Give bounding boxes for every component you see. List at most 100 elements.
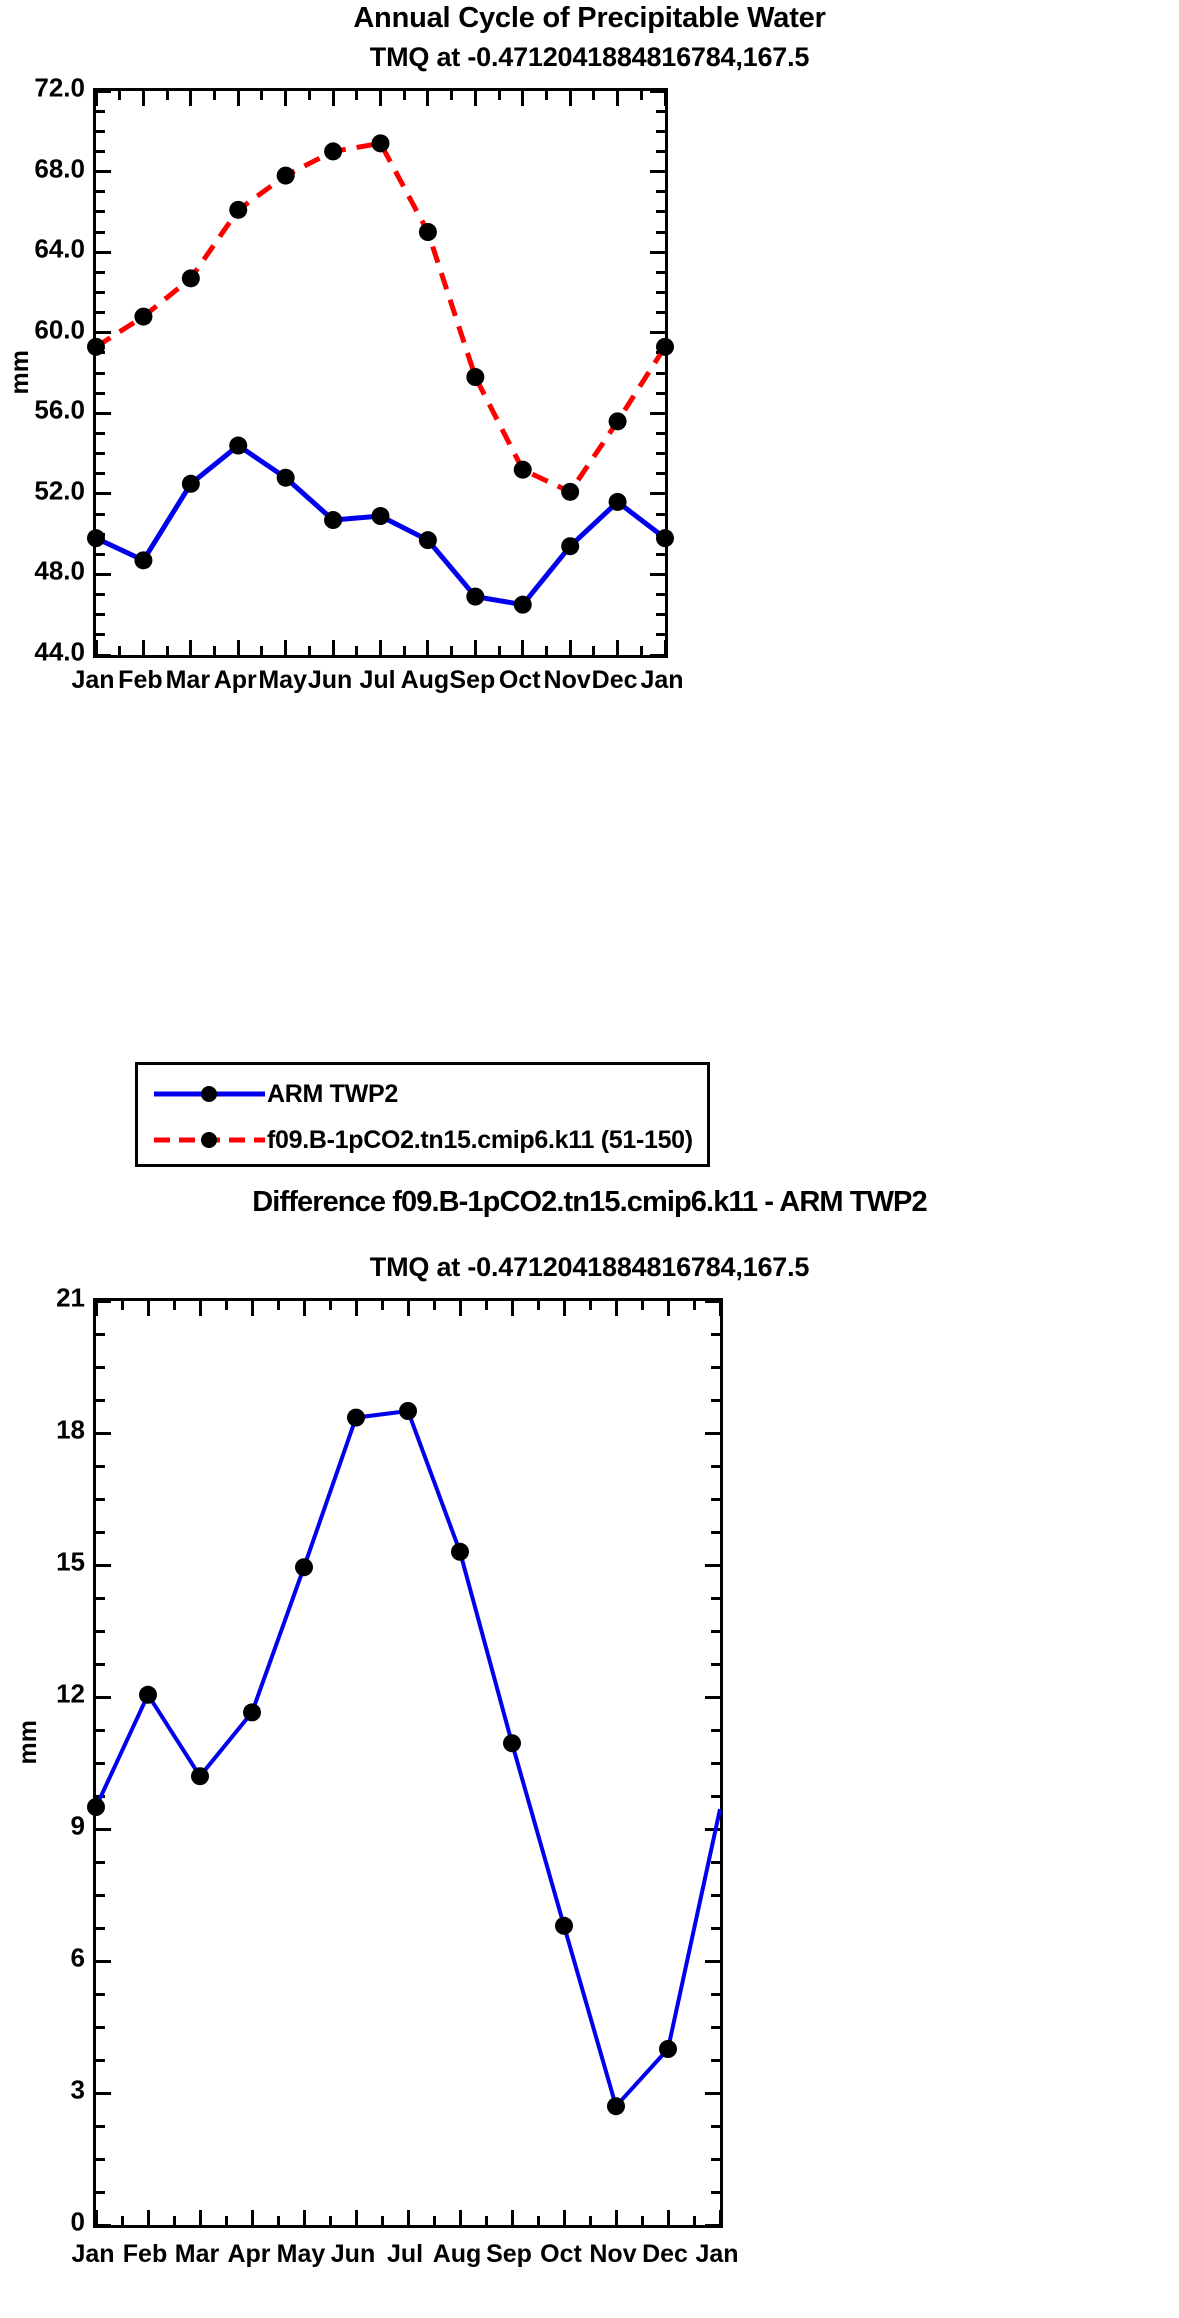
y-tick-minor xyxy=(656,593,665,597)
y-tick-minor xyxy=(96,391,105,395)
y-tick-minor xyxy=(711,2190,720,2194)
data-point-marker xyxy=(503,1734,521,1753)
y-tick-major xyxy=(650,89,665,93)
x-tick-major xyxy=(663,640,667,655)
x-tick-label: Mar xyxy=(165,666,211,694)
data-point-marker xyxy=(295,1558,313,1577)
x-tick-label: May xyxy=(276,2240,326,2268)
y-tick-minor xyxy=(656,472,665,476)
x-tick-minor xyxy=(640,2216,644,2225)
x-tick-label: May xyxy=(258,666,307,694)
data-point-marker xyxy=(139,1685,157,1704)
y-tick-label: 9 xyxy=(70,1810,85,1841)
chart1-plot-frame xyxy=(87,88,674,658)
data-point-marker xyxy=(513,460,532,479)
y-tick-major xyxy=(96,2223,111,2227)
y-tick-minor xyxy=(96,1662,105,1666)
y-tick-major xyxy=(705,2091,720,2095)
y-tick-minor xyxy=(96,472,105,476)
legend-swatch-dashed-red xyxy=(152,1129,267,1151)
x-tick-minor xyxy=(432,1301,436,1310)
data-point-marker xyxy=(659,2040,677,2058)
legend-label-1: f09.B-1pCO2.tn15.cmip6.k11 (51-150) xyxy=(267,1125,693,1154)
x-tick-minor xyxy=(355,91,359,100)
x-tick-major xyxy=(473,91,477,106)
x-tick-minor xyxy=(165,646,169,655)
y-tick-minor xyxy=(96,2058,105,2062)
y-tick-major xyxy=(96,1299,111,1303)
x-tick-minor xyxy=(592,91,596,100)
y-tick-minor xyxy=(656,391,665,395)
y-tick-major xyxy=(96,1695,111,1699)
x-tick-major xyxy=(616,91,620,106)
x-tick-major xyxy=(94,1301,98,1316)
data-point-marker xyxy=(399,1402,417,1420)
y-tick-minor xyxy=(96,2124,105,2128)
x-tick-minor xyxy=(450,91,454,100)
y-tick-label: 44.0 xyxy=(34,636,85,667)
x-tick-major xyxy=(406,2210,410,2225)
chart1-y-axis-title: mm xyxy=(6,350,34,395)
y-tick-minor xyxy=(656,552,665,556)
y-tick-minor xyxy=(656,290,665,294)
y-tick-major xyxy=(96,1959,111,1963)
x-tick-major xyxy=(521,91,525,106)
x-tick-minor xyxy=(544,646,548,655)
x-tick-minor xyxy=(497,91,501,100)
x-tick-minor xyxy=(639,91,643,100)
y-tick-minor xyxy=(711,2157,720,2161)
y-tick-minor xyxy=(96,431,105,435)
x-tick-major xyxy=(141,640,145,655)
x-tick-minor xyxy=(432,2216,436,2225)
y-tick-major xyxy=(705,2223,720,2227)
x-tick-label: Oct xyxy=(540,2240,582,2268)
y-tick-major xyxy=(96,2091,111,2095)
y-tick-minor xyxy=(711,1596,720,1600)
x-tick-major xyxy=(236,640,240,655)
y-tick-major xyxy=(705,1695,720,1699)
x-tick-label: Dec xyxy=(642,2240,688,2268)
x-tick-major xyxy=(189,91,193,106)
x-tick-major xyxy=(614,2210,618,2225)
data-point-marker xyxy=(87,337,105,356)
x-tick-major xyxy=(666,2210,670,2225)
x-tick-label: Sep xyxy=(449,666,496,694)
x-tick-major xyxy=(331,91,335,106)
y-tick-minor xyxy=(96,1530,105,1534)
legend-item-arm-twp2[interactable]: ARM TWP2 xyxy=(138,1071,707,1117)
x-tick-minor xyxy=(484,2216,488,2225)
x-tick-major xyxy=(458,1301,462,1316)
data-point-marker xyxy=(191,1767,209,1786)
y-tick-label: 15 xyxy=(56,1546,85,1577)
y-tick-major xyxy=(650,331,665,335)
chart1-subtitle: TMQ at -0.4712041884816784,167.5 xyxy=(369,42,810,72)
legend-item-model[interactable]: f09.B-1pCO2.tn15.cmip6.k11 (51-150) xyxy=(138,1117,707,1163)
x-tick-label: Sep xyxy=(486,2240,532,2268)
x-tick-minor xyxy=(276,1301,280,1310)
x-tick-major xyxy=(331,640,335,655)
y-tick-minor xyxy=(96,2157,105,2161)
x-tick-major xyxy=(666,1301,670,1316)
x-tick-major xyxy=(510,1301,514,1316)
x-tick-label: Jan xyxy=(695,2240,739,2268)
x-tick-major xyxy=(663,91,667,106)
x-tick-minor xyxy=(497,646,501,655)
y-tick-major xyxy=(96,89,111,93)
y-tick-minor xyxy=(96,109,105,113)
y-tick-minor xyxy=(711,1662,720,1666)
data-point-marker xyxy=(371,507,390,526)
x-tick-minor xyxy=(639,646,643,655)
data-point-marker xyxy=(466,587,485,606)
x-tick-minor xyxy=(213,646,217,655)
y-tick-minor xyxy=(656,190,665,194)
data-point-marker xyxy=(656,337,674,356)
data-point-marker xyxy=(371,134,390,153)
x-tick-minor xyxy=(692,2216,696,2225)
series-line-0 xyxy=(94,442,667,608)
data-point-marker xyxy=(656,529,674,548)
x-tick-major xyxy=(568,91,572,106)
data-point-marker xyxy=(87,529,105,548)
x-tick-major xyxy=(568,640,572,655)
y-tick-minor xyxy=(711,1629,720,1633)
